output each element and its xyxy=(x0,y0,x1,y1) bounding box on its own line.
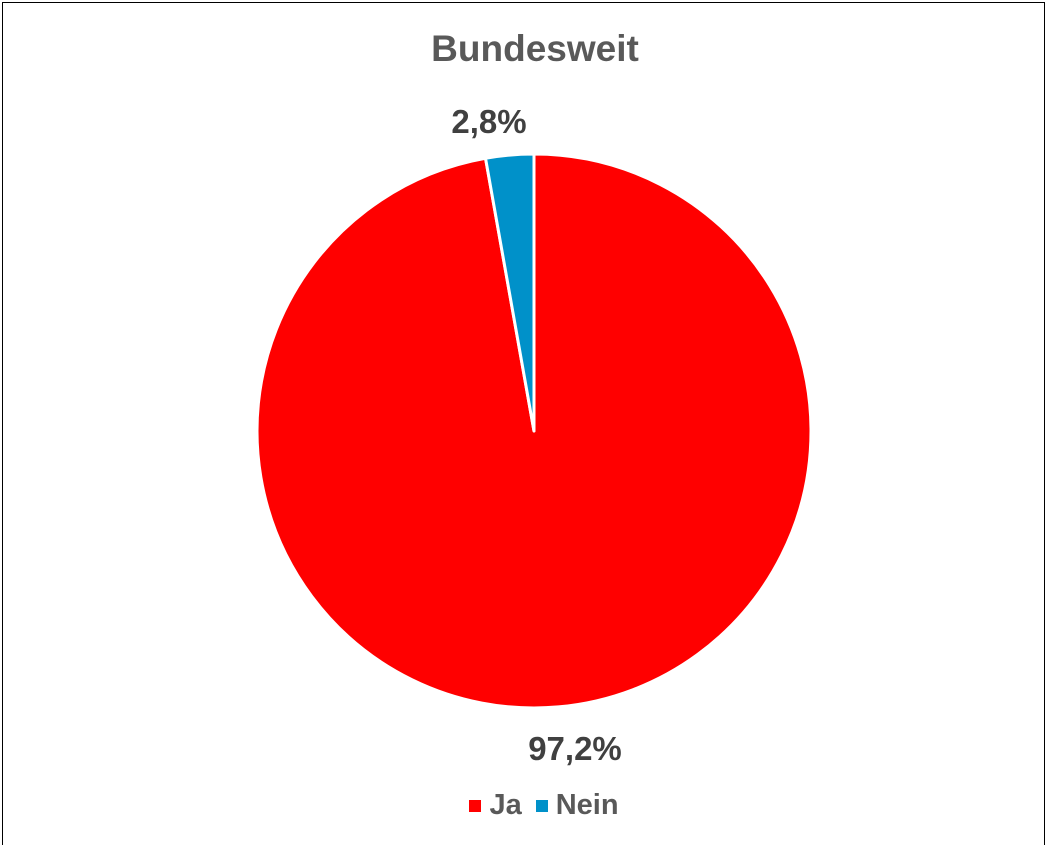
pie-labels: 97,2% 2,8% xyxy=(451,103,621,767)
legend-item-nein[interactable]: Nein xyxy=(535,789,619,822)
pie-slices xyxy=(255,152,813,710)
legend-label-ja: Ja xyxy=(489,789,522,821)
pie-slice-nein[interactable] xyxy=(484,152,536,433)
legend-swatch-ja xyxy=(469,799,482,812)
data-label-ja: 97,2% xyxy=(528,730,622,767)
data-label-nein: 2,8% xyxy=(451,103,526,140)
legend-swatch-nein xyxy=(535,799,548,812)
chart-title: Bundesweit xyxy=(431,28,639,69)
legend: Ja Nein xyxy=(0,789,1045,822)
legend-item-ja[interactable]: Ja xyxy=(469,789,522,822)
legend-label-nein: Nein xyxy=(555,789,619,821)
